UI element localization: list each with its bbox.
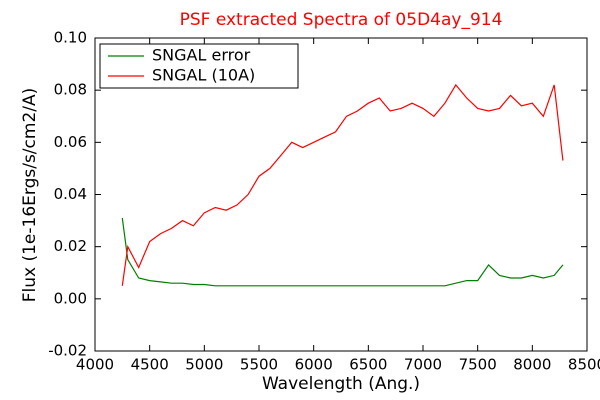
series-line	[121, 83, 564, 286]
x-tick-label: 6000	[295, 356, 333, 374]
legend-label: SNGAL (10A)	[152, 66, 255, 85]
y-tick-label: -0.02	[48, 342, 87, 360]
x-tick-label: 7500	[459, 356, 497, 374]
chart-title: PSF extracted Spectra of 05D4ay_914	[180, 10, 503, 30]
y-tick-label: 0.08	[54, 81, 87, 99]
legend-box	[99, 43, 299, 89]
x-axis-label: Wavelength (Ang.)	[262, 374, 420, 394]
y-axis-label: Flux (1e-16Ergs/s/cm2/A)	[20, 88, 40, 303]
x-tick-label: 5500	[240, 356, 278, 374]
series-line	[121, 217, 564, 287]
y-tick-label: 0.00	[54, 289, 87, 307]
x-tick-label: 8000	[513, 356, 551, 374]
x-tick-label: 7000	[404, 356, 442, 374]
x-tick-label: 4000	[76, 356, 114, 374]
legend-label: SNGAL error	[152, 46, 251, 65]
x-tick-label: 4500	[131, 356, 169, 374]
x-tick-label: 5000	[185, 356, 223, 374]
x-tick-label: 6500	[349, 356, 387, 374]
y-tick-label: 0.04	[54, 185, 87, 203]
y-tick-label: 0.02	[54, 237, 87, 255]
y-tick-label: 0.06	[54, 133, 87, 151]
x-tick-label: 8500	[568, 356, 600, 374]
y-tick-label: 0.10	[54, 29, 87, 47]
